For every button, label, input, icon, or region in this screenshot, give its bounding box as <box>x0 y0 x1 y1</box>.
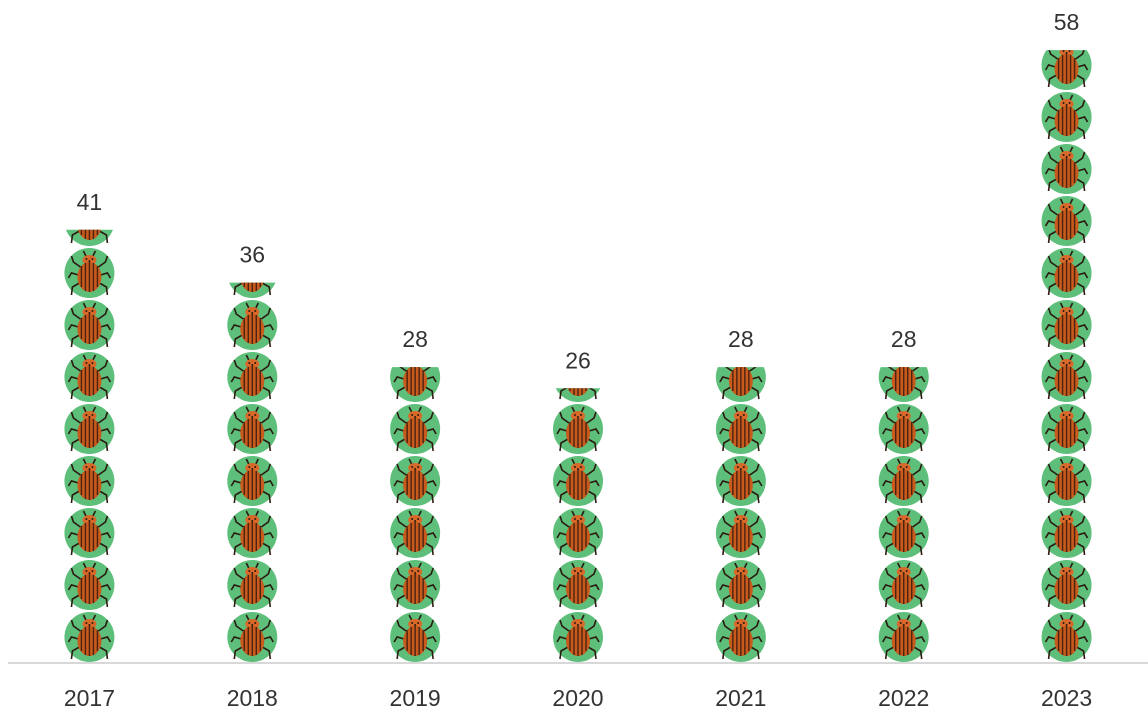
value-label: 28 <box>728 326 754 352</box>
beetle-icon <box>877 455 930 507</box>
value-label: 28 <box>402 326 428 352</box>
beetle-icon <box>389 611 441 663</box>
beetle-icon <box>1040 351 1093 403</box>
icon-stack <box>877 367 930 663</box>
beetle-icon <box>1040 143 1093 195</box>
beetle-icon <box>63 559 116 611</box>
beetle-icon <box>877 559 930 611</box>
beetle-icon <box>1040 247 1093 299</box>
beetle-icon <box>226 559 279 611</box>
icon-stack <box>715 367 767 663</box>
value-label: 41 <box>77 189 103 215</box>
beetle-icon <box>552 611 604 663</box>
x-tick-label: 2022 <box>878 685 929 711</box>
beetle-icon <box>63 611 116 663</box>
beetle-icon <box>389 559 441 611</box>
beetle-icon <box>715 403 767 455</box>
beetle-icon <box>877 507 930 559</box>
beetle-icon <box>63 455 116 507</box>
beetle-icon <box>226 351 279 403</box>
beetle-icon <box>389 367 441 403</box>
value-label: 36 <box>239 242 265 268</box>
beetle-icon <box>715 455 767 507</box>
beetle-icon <box>1040 50 1093 91</box>
icon-stack <box>63 229 116 663</box>
beetle-icon <box>226 507 279 559</box>
beetle-icon <box>1040 91 1093 143</box>
beetle-icon <box>1040 559 1093 611</box>
beetle-icon <box>63 507 116 559</box>
beetle-icon <box>1040 195 1093 247</box>
beetle-icon <box>715 559 767 611</box>
icon-stack <box>1040 50 1093 663</box>
x-tick-label: 2023 <box>1041 685 1092 711</box>
beetle-icon <box>1040 507 1093 559</box>
beetle-icon <box>715 611 767 663</box>
beetle-icon <box>552 455 604 507</box>
beetle-icon <box>63 403 116 455</box>
beetle-icon <box>877 403 930 455</box>
beetle-icon <box>389 455 441 507</box>
beetle-icon <box>63 247 116 299</box>
icon-stack <box>389 367 441 663</box>
beetle-icon <box>226 403 279 455</box>
value-label: 26 <box>565 347 591 373</box>
icon-stack <box>552 388 604 663</box>
beetle-icon <box>715 367 767 403</box>
value-label: 58 <box>1054 9 1080 35</box>
beetle-icon <box>1040 611 1093 663</box>
beetle-icon <box>63 351 116 403</box>
x-tick-label: 2017 <box>64 685 115 711</box>
beetle-icon <box>552 507 604 559</box>
beetle-icon <box>1040 403 1093 455</box>
x-tick-label: 2020 <box>552 685 603 711</box>
beetle-icon <box>389 507 441 559</box>
beetle-icon <box>226 455 279 507</box>
x-tick-label: 2019 <box>390 685 441 711</box>
beetle-icon <box>877 367 930 403</box>
beetle-icon <box>877 611 930 663</box>
beetle-icon <box>226 611 279 663</box>
beetle-icon <box>715 507 767 559</box>
value-label: 28 <box>891 326 917 352</box>
beetle-icon <box>389 403 441 455</box>
beetle-icon <box>226 299 279 351</box>
x-tick-label: 2018 <box>227 685 278 711</box>
beetle-icon <box>1040 455 1093 507</box>
beetle-icon <box>63 299 116 351</box>
beetle-icon <box>1040 299 1093 351</box>
beetle-icon <box>552 559 604 611</box>
icon-stack <box>226 282 279 663</box>
x-tick-label: 2021 <box>715 685 766 711</box>
beetle-icon <box>552 403 604 455</box>
